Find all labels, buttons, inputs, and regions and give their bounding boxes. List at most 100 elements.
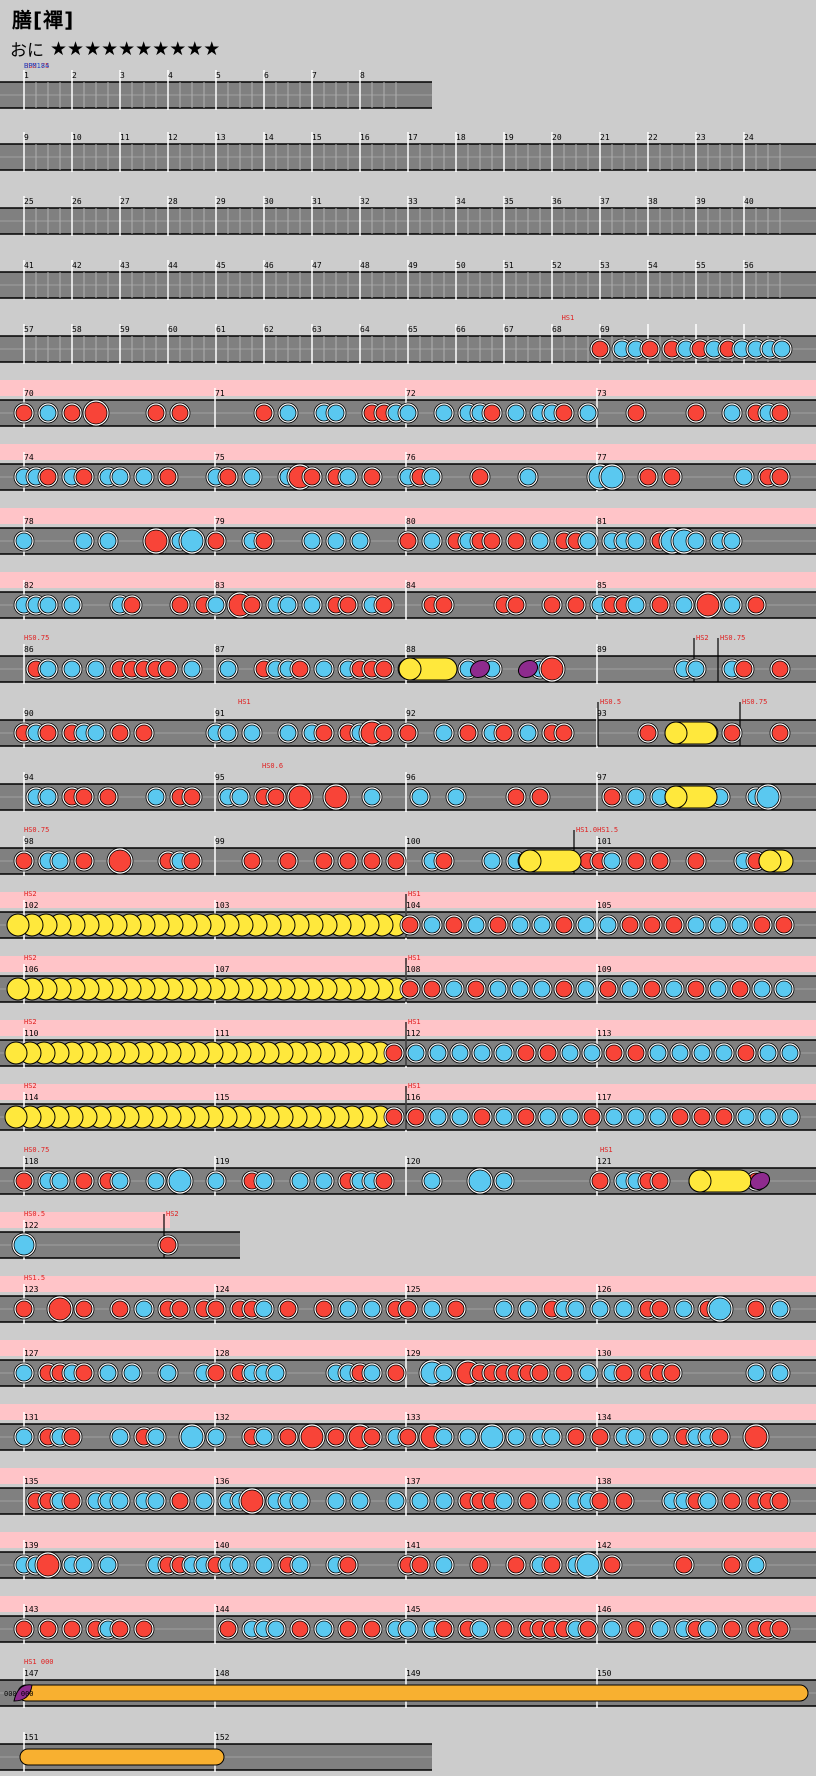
note	[159, 660, 177, 678]
measure-number: 85	[597, 581, 607, 590]
note	[649, 1108, 667, 1126]
note	[519, 724, 537, 742]
scroll-label: HS1	[600, 1146, 613, 1154]
note	[243, 724, 261, 742]
measure-number: 79	[215, 517, 225, 526]
note	[291, 1620, 309, 1638]
measure-number: 130	[597, 1349, 612, 1358]
note	[87, 724, 105, 742]
measure-number: 40	[744, 197, 754, 206]
chart-row: 139 140 141 142	[0, 1532, 816, 1580]
note	[517, 1044, 535, 1062]
note	[327, 1492, 345, 1510]
measure-number: 132	[215, 1413, 230, 1422]
measure-number: 44	[168, 261, 178, 270]
measure-number: 110	[24, 1029, 39, 1038]
note	[243, 468, 261, 486]
note	[531, 788, 549, 806]
note	[255, 532, 273, 550]
measure-number: 84	[406, 581, 416, 590]
difficulty-stars: ★★★★★★★★★★	[50, 37, 221, 60]
scroll-label: HS0.5	[600, 698, 621, 706]
chart-row: 82 83 84 85	[0, 572, 816, 620]
note	[709, 980, 727, 998]
note	[363, 1364, 381, 1382]
note	[435, 724, 453, 742]
gogo-band	[0, 444, 816, 460]
measure-number: 141	[406, 1541, 421, 1550]
note	[591, 340, 609, 358]
note	[279, 852, 297, 870]
note	[303, 532, 321, 550]
measure-number: 103	[215, 901, 230, 910]
scroll-label: HS1	[408, 890, 421, 898]
chart-row: 114 115 116 117 HS2 HS1	[0, 1082, 816, 1132]
note	[315, 660, 333, 678]
measure-number: 11	[120, 133, 130, 142]
measure-number: 87	[215, 645, 225, 654]
chart-row: 110 111 112 113 HS2 HS1	[0, 1018, 816, 1068]
note	[15, 852, 33, 870]
measure-number: 122	[24, 1221, 39, 1230]
measure-number: 127	[24, 1349, 39, 1358]
note	[111, 1428, 129, 1446]
measure-number: 107	[215, 965, 230, 974]
chart-row: 102 103 104 105 HS2 HS1	[0, 890, 816, 940]
note	[147, 1428, 165, 1446]
song-title: 膳[禪]	[12, 8, 75, 32]
note	[737, 1108, 755, 1126]
note	[651, 1172, 669, 1190]
note	[180, 529, 204, 553]
measure-number: 13	[216, 133, 226, 142]
gogo-band	[0, 956, 816, 972]
note	[540, 657, 564, 681]
drumroll-head	[398, 657, 422, 681]
note	[315, 1620, 333, 1638]
note	[605, 1108, 623, 1126]
note	[171, 404, 189, 422]
note	[643, 916, 661, 934]
note	[375, 1172, 393, 1190]
note	[240, 1489, 264, 1513]
drumroll-note	[6, 977, 30, 1001]
note	[303, 468, 321, 486]
measure-number: 76	[406, 453, 416, 462]
note	[723, 724, 741, 742]
note	[159, 468, 177, 486]
note	[711, 1428, 729, 1446]
measure-number: 149	[406, 1669, 421, 1678]
note	[567, 1300, 585, 1318]
note	[279, 596, 297, 614]
scroll-label: HS1	[408, 954, 421, 962]
note-row	[13, 399, 791, 427]
measure-number: 140	[215, 1541, 230, 1550]
note	[435, 1620, 453, 1638]
note	[39, 1620, 57, 1638]
note-row	[25, 1487, 791, 1515]
note	[99, 532, 117, 550]
note	[615, 1364, 633, 1382]
note	[399, 1620, 417, 1638]
note	[159, 1364, 177, 1382]
note	[511, 916, 529, 934]
note	[543, 596, 561, 614]
note	[627, 788, 645, 806]
measure-number: 105	[597, 901, 612, 910]
scroll-label: HS1	[238, 698, 251, 706]
note	[671, 1044, 689, 1062]
drumroll-note	[4, 1041, 28, 1065]
note	[108, 849, 132, 873]
note	[195, 1492, 213, 1510]
note	[429, 1044, 447, 1062]
measure-number: 8	[360, 71, 365, 80]
measure-number: 22	[648, 133, 658, 142]
measure-number: 131	[24, 1413, 39, 1422]
note	[687, 980, 705, 998]
note	[135, 468, 153, 486]
note	[291, 660, 309, 678]
measure-number: 112	[406, 1029, 421, 1038]
measure-number: 81	[597, 517, 607, 526]
note-row	[13, 1167, 771, 1195]
balloon-count: 000 000	[4, 1690, 34, 1698]
